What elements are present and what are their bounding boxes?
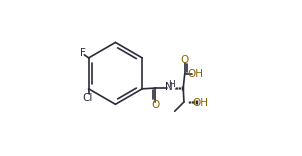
Text: Cl: Cl bbox=[83, 93, 93, 103]
Text: OH: OH bbox=[192, 98, 208, 108]
Text: H: H bbox=[168, 80, 175, 89]
Text: F: F bbox=[80, 48, 86, 58]
Text: OH: OH bbox=[187, 68, 203, 78]
Text: O: O bbox=[181, 55, 189, 65]
Text: N: N bbox=[165, 82, 172, 93]
Text: O: O bbox=[151, 100, 159, 110]
